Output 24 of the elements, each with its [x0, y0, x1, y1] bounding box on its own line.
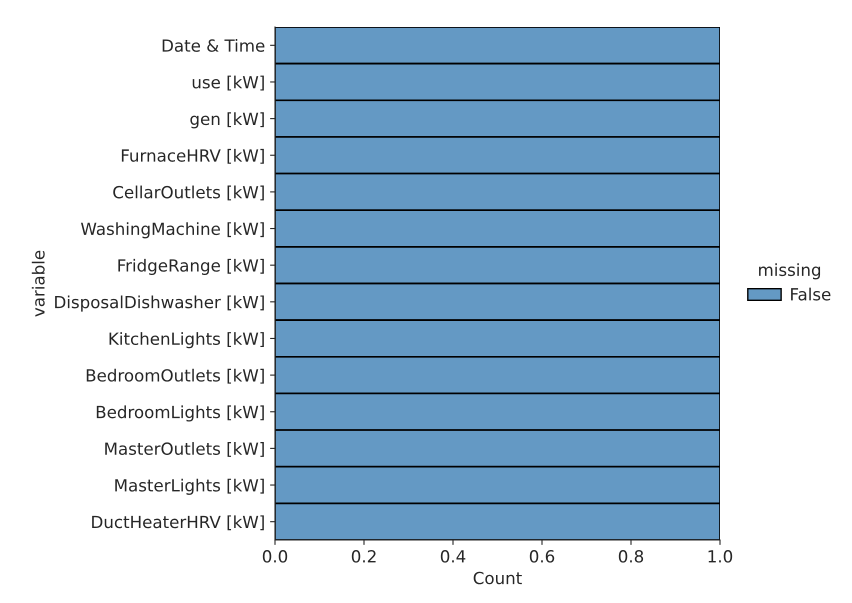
y-tick-label: gen [kW] [190, 112, 264, 128]
y-tick-label: use [kW] [192, 76, 264, 90]
y-tick-label: BedroomLights [kW] [96, 405, 264, 422]
y-tick-label: FurnaceHRV [kW] [122, 148, 264, 164]
x-tick-label: 1.0 [708, 550, 732, 563]
x-tick-label: 0.8 [618, 550, 644, 563]
y-tick-label: KitchenLights [kW] [110, 332, 264, 348]
y-tick-label: Date & Time [162, 38, 264, 52]
y-axis-title: variable [32, 250, 45, 317]
y-tick-label: BedroomOutlets [kW] [86, 368, 264, 384]
x-tick-label: 0.6 [530, 550, 554, 563]
y-tick-label: MasterOutlets [kW] [105, 442, 264, 457]
y-tick-label: DisposalDishwasher [kW] [55, 295, 264, 312]
y-tick-label: DuctHeaterHRV [kW] [92, 515, 264, 530]
y-tick-label: WashingMachine [kW] [80, 222, 264, 238]
x-tick-label: 0.4 [440, 550, 466, 563]
y-tick-label: CellarOutlets [kW] [113, 186, 264, 200]
x-tick-label: 0.2 [352, 550, 376, 563]
legend-title: missing [759, 263, 820, 280]
y-tick-label: MasterLights [kW] [115, 478, 264, 495]
x-tick-label: 0.0 [262, 550, 288, 563]
y-tick-label: FridgeRange [kW] [118, 258, 264, 275]
legend-label: False [791, 288, 830, 301]
x-axis-title: Count [474, 572, 522, 584]
